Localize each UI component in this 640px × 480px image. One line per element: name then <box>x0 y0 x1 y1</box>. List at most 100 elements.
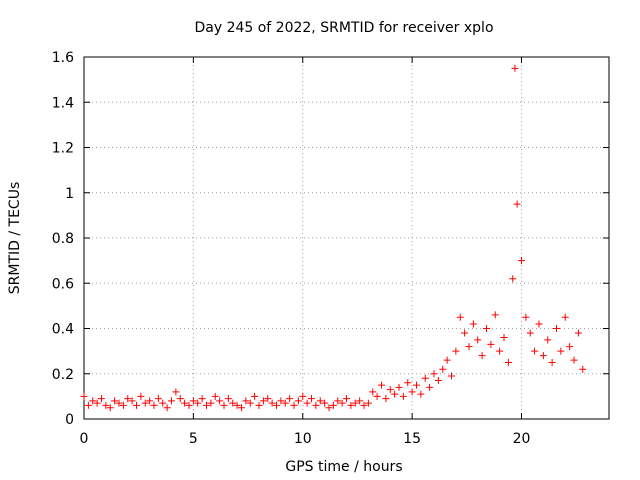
data-point <box>461 329 469 337</box>
data-point <box>84 401 92 409</box>
data-point <box>168 397 175 405</box>
data-point <box>474 336 482 344</box>
data-point <box>321 399 329 407</box>
data-point <box>404 379 412 387</box>
data-point <box>325 404 333 412</box>
chart-title: Day 245 of 2022, SRMTID for receiver xpl… <box>194 20 493 36</box>
data-point <box>483 325 490 332</box>
data-point <box>452 347 460 355</box>
data-point <box>478 352 486 360</box>
data-point <box>115 399 123 407</box>
data-point <box>351 399 359 407</box>
data-point <box>539 352 547 360</box>
y-tick-label: 0.8 <box>52 231 74 247</box>
x-axis-label: GPS time / hours <box>285 459 402 475</box>
data-point <box>93 399 101 407</box>
data-point <box>382 395 390 403</box>
data-point <box>566 343 574 351</box>
data-point <box>426 383 434 391</box>
data-point <box>408 388 416 396</box>
data-point <box>176 395 184 403</box>
data-point <box>119 401 127 409</box>
y-tick-label: 0 <box>65 412 74 428</box>
data-point <box>203 401 210 409</box>
data-point <box>106 404 114 412</box>
data-point <box>334 397 342 405</box>
data-point <box>216 397 224 405</box>
data-point <box>413 381 420 389</box>
data-point <box>207 399 215 407</box>
x-tick-label: 15 <box>403 431 421 447</box>
data-point <box>238 404 245 412</box>
y-tick-label: 1 <box>65 186 74 202</box>
data-point <box>518 257 525 265</box>
data-point <box>456 313 464 321</box>
data-point <box>570 356 578 364</box>
data-point <box>329 401 337 409</box>
data-point <box>373 392 381 400</box>
data-point <box>308 395 315 403</box>
data-point <box>439 365 447 373</box>
data-point <box>229 399 237 407</box>
data-point <box>430 370 438 378</box>
data-point <box>150 401 158 409</box>
plot-frame <box>83 56 610 420</box>
data-point <box>312 401 320 409</box>
data-point <box>399 392 407 400</box>
data-point <box>185 401 193 409</box>
grid-lines <box>84 57 609 419</box>
data-point <box>443 356 451 364</box>
data-point <box>220 401 228 409</box>
data-point <box>264 395 272 403</box>
data-point <box>133 401 140 409</box>
data-point <box>198 395 206 403</box>
data-point <box>417 390 425 398</box>
data-point <box>224 395 232 403</box>
data-point <box>102 401 110 409</box>
y-tick-label: 0.4 <box>52 322 74 338</box>
data-point <box>189 397 197 405</box>
data-point <box>557 347 565 355</box>
data-point <box>343 395 350 403</box>
data-point <box>448 372 455 380</box>
data-point <box>509 275 517 283</box>
data-point <box>124 395 132 403</box>
data-point <box>386 386 394 394</box>
data-point <box>246 399 254 407</box>
x-tick-label: 10 <box>294 431 312 447</box>
y-tick-label: 0.6 <box>52 276 74 292</box>
data-point <box>137 392 145 400</box>
data-point <box>80 392 88 400</box>
data-point <box>369 388 377 396</box>
data-point <box>316 397 324 405</box>
data-point <box>281 399 289 407</box>
data-point <box>194 399 202 407</box>
data-point <box>128 397 136 405</box>
data-point <box>496 347 504 355</box>
data-point <box>500 334 508 342</box>
data-point <box>255 401 263 409</box>
data-point <box>172 388 180 396</box>
data-point <box>356 397 364 405</box>
data-point <box>251 392 259 400</box>
data-point <box>141 399 149 407</box>
data-point <box>211 392 219 400</box>
data-point <box>465 343 473 351</box>
data-point <box>277 397 285 405</box>
data-point <box>154 395 162 403</box>
x-tick-label: 0 <box>80 431 89 447</box>
data-point <box>268 399 276 407</box>
data-point <box>299 392 307 400</box>
data-point <box>561 313 569 321</box>
data-point <box>111 397 119 405</box>
data-point <box>491 311 499 319</box>
data-point <box>89 397 97 405</box>
y-tick-label: 0.2 <box>52 367 74 383</box>
y-axis-label: SRMTID / TECUs <box>7 182 23 295</box>
x-tick-label: 5 <box>189 431 198 447</box>
data-point <box>544 336 552 344</box>
data-point <box>531 347 539 355</box>
data-point <box>360 401 368 409</box>
data-point <box>273 401 280 409</box>
